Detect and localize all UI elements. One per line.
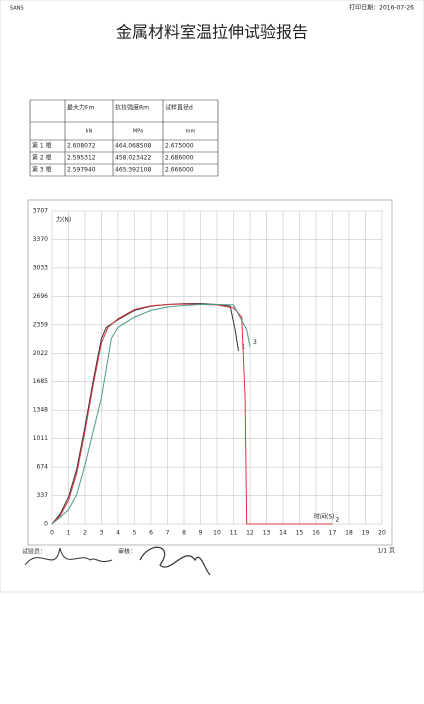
table-header: 试样直径d [165, 104, 193, 112]
y-tick-label: 1011 [33, 435, 48, 442]
x-tick-label: 0 [50, 530, 54, 537]
y-tick-label: 2696 [33, 293, 48, 300]
table-cell: 第 1 根 [32, 142, 52, 150]
y-tick-label: 1685 [33, 378, 48, 385]
reviewer-label: 审核： [118, 548, 136, 556]
table-unit: mm [186, 129, 196, 135]
x-tick-label: 13 [263, 530, 271, 537]
page-number: 1/1 页 [377, 548, 395, 555]
x-tick-label: 17 [329, 530, 337, 537]
x-tick-label: 20 [378, 530, 386, 537]
y-tick-label: 2359 [33, 321, 48, 328]
header-left: SANS [10, 6, 24, 12]
table-cell: 第 3 根 [32, 166, 52, 174]
y-tick-label: 1348 [33, 407, 48, 414]
x-tick-label: 15 [296, 530, 304, 537]
table-cell: 2.666000 [165, 167, 194, 174]
table-cell: 2.675000 [165, 143, 194, 150]
x-tick-label: 14 [279, 530, 287, 537]
series-line [51, 303, 251, 525]
y-tick-label: 2022 [33, 350, 48, 357]
header-right: 打印日期：2016-07-26 [349, 4, 414, 12]
x-tick-label: 5 [133, 530, 137, 537]
paper [0, 0, 424, 593]
signature [139, 546, 211, 576]
x-tick-label: 8 [182, 530, 186, 537]
table-unit: kN [86, 129, 93, 135]
series-line [51, 303, 333, 525]
table-cell: 2.595312 [67, 155, 96, 162]
x-tick-label: 6 [149, 530, 153, 537]
y-tick-label: 674 [37, 464, 49, 471]
x-tick-label: 4 [116, 530, 120, 537]
table-cell: 465.392108 [115, 167, 151, 174]
chart: 0337674101113481685202223592696303333703… [33, 208, 386, 537]
x-tick-label: 10 [213, 530, 221, 537]
x-tick-label: 18 [345, 530, 353, 537]
y-tick-label: 0 [44, 521, 48, 528]
chart-frame [27, 199, 393, 546]
table: 最大力Fm 抗拉强度Rm 试样直径d kN MPa mm 第 1 根 2.608072 464.… [29, 99, 219, 177]
signature [24, 547, 113, 566]
y-tick-label: 337 [37, 492, 49, 499]
table-cell: 2.608072 [67, 143, 96, 150]
x-tick-label: 12 [246, 530, 254, 537]
series-label: 3 [253, 339, 257, 346]
x-axis-label: 时间(S) [314, 513, 335, 521]
table-cell: 2.686000 [165, 155, 194, 162]
table-cell: 第 2 根 [32, 154, 52, 162]
x-tick-label: 7 [166, 530, 170, 537]
table-header: 抗拉强度Rm [115, 104, 149, 112]
y-tick-label: 3370 [33, 236, 48, 243]
x-tick-label: 19 [362, 530, 370, 537]
y-axis-label: 力(N) [56, 216, 71, 224]
table-cell: 2.597940 [67, 167, 96, 174]
table-header: 最大力Fm [67, 104, 94, 112]
table-cell: 464.068508 [115, 143, 151, 150]
x-tick-label: 16 [312, 530, 320, 537]
table-unit: MPa [133, 129, 143, 135]
table-cell: 458.023422 [115, 155, 151, 162]
x-tick-label: 3 [100, 530, 104, 537]
series-label: 2 [336, 517, 340, 524]
x-tick-label: 1 [67, 530, 71, 537]
y-tick-label: 3707 [33, 208, 48, 215]
x-tick-label: 9 [199, 530, 203, 537]
x-tick-label: 2 [83, 530, 87, 537]
y-tick-label: 3033 [33, 264, 48, 271]
tester-label: 试验员： [22, 548, 46, 556]
x-tick-label: 11 [230, 530, 238, 537]
title: 金属材料室温拉伸试验报告 [116, 23, 308, 42]
